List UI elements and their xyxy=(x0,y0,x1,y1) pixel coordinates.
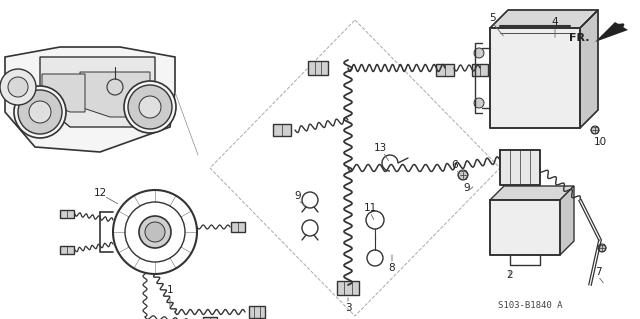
Bar xyxy=(472,64,488,76)
Bar xyxy=(337,281,359,295)
Text: 12: 12 xyxy=(93,188,107,198)
Bar xyxy=(273,124,291,136)
Text: 1: 1 xyxy=(166,285,173,295)
Polygon shape xyxy=(42,74,85,112)
Bar xyxy=(249,306,265,318)
Text: 9: 9 xyxy=(294,191,301,201)
Polygon shape xyxy=(595,22,628,42)
Text: 2: 2 xyxy=(507,270,513,280)
Text: 8: 8 xyxy=(388,263,396,273)
Circle shape xyxy=(29,101,51,123)
Circle shape xyxy=(18,90,62,134)
Circle shape xyxy=(8,77,28,97)
Text: 13: 13 xyxy=(373,143,387,153)
Polygon shape xyxy=(580,10,598,128)
Circle shape xyxy=(591,126,599,134)
Text: 11: 11 xyxy=(364,203,376,213)
Text: 4: 4 xyxy=(552,17,558,27)
Polygon shape xyxy=(490,186,574,200)
Circle shape xyxy=(474,48,484,58)
Text: S103-B1840 A: S103-B1840 A xyxy=(498,301,563,310)
Circle shape xyxy=(0,69,36,105)
Polygon shape xyxy=(40,57,155,127)
Circle shape xyxy=(139,96,161,118)
Circle shape xyxy=(474,98,484,108)
Polygon shape xyxy=(490,28,580,128)
Polygon shape xyxy=(560,186,574,255)
Text: 6: 6 xyxy=(452,160,458,170)
Bar xyxy=(60,246,74,254)
Circle shape xyxy=(145,222,165,242)
Bar xyxy=(308,61,328,75)
Text: 3: 3 xyxy=(345,303,351,313)
Bar xyxy=(60,210,74,218)
Circle shape xyxy=(598,244,606,252)
Text: FR.: FR. xyxy=(570,33,590,43)
Circle shape xyxy=(14,86,66,138)
Text: 10: 10 xyxy=(593,137,607,147)
Circle shape xyxy=(458,170,468,180)
Polygon shape xyxy=(490,200,560,255)
Circle shape xyxy=(124,81,176,133)
Bar xyxy=(231,222,245,232)
Text: 9: 9 xyxy=(464,183,470,193)
Text: 7: 7 xyxy=(595,267,602,277)
Polygon shape xyxy=(490,10,598,28)
Bar xyxy=(436,64,454,76)
Circle shape xyxy=(128,85,172,129)
Text: 5: 5 xyxy=(489,13,495,23)
Polygon shape xyxy=(80,72,150,117)
Polygon shape xyxy=(500,150,540,185)
Polygon shape xyxy=(5,47,175,152)
Circle shape xyxy=(139,216,171,248)
Bar xyxy=(203,317,217,319)
